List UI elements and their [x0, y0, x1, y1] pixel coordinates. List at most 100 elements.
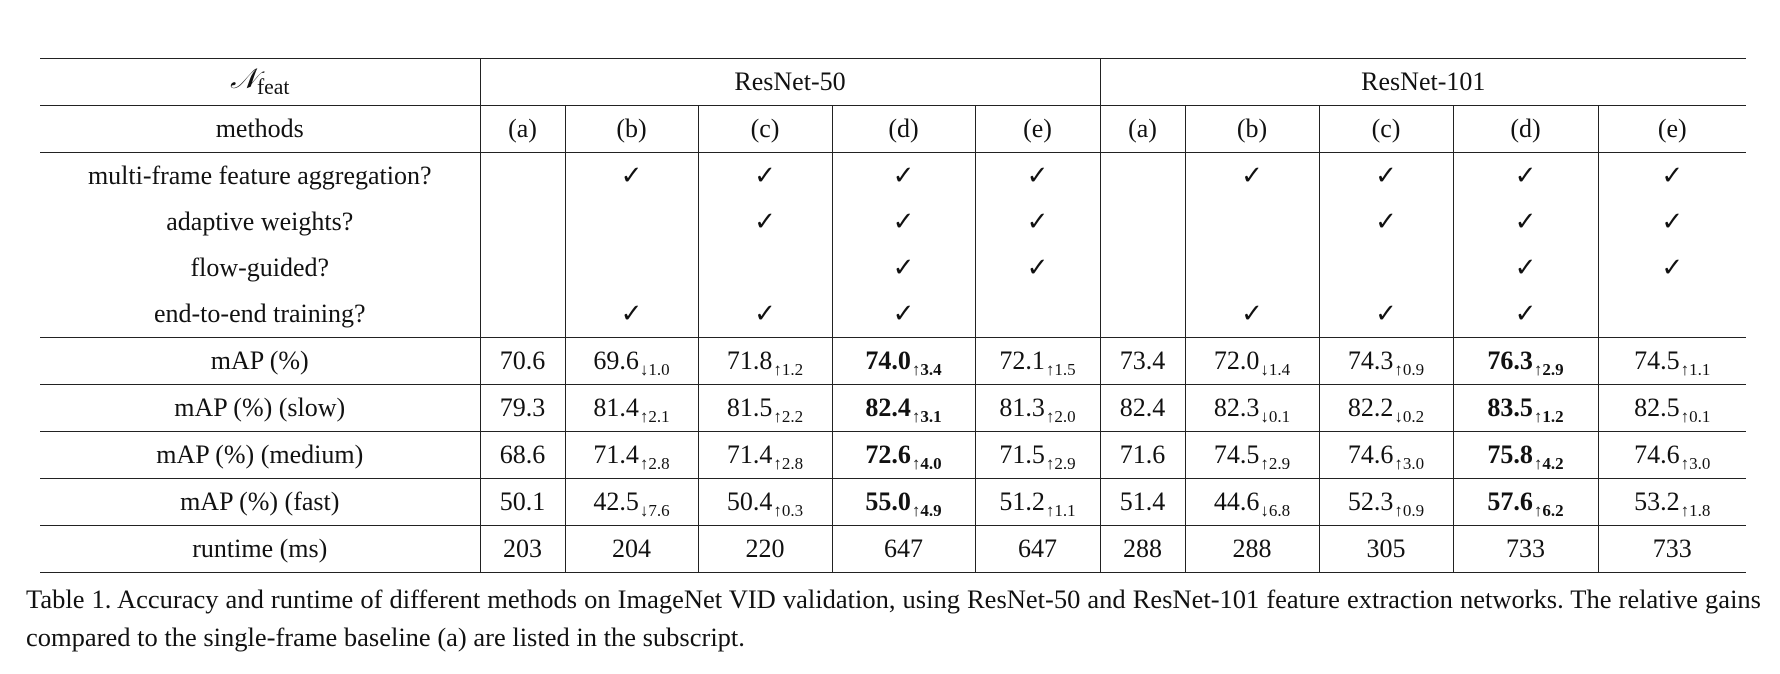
relative-gain-subscript: ↓1.4 [1260, 360, 1291, 379]
metric-value: 53.2 [1634, 487, 1680, 516]
metric-value: 81.4 [593, 393, 639, 422]
check-cell: ✓ [1184, 152, 1320, 199]
metric-value: 81.3 [999, 393, 1045, 422]
metric-cell: 647 [831, 525, 975, 573]
metric-cell: 81.5↑2.2 [697, 384, 832, 432]
check-cell: ✓ [974, 199, 1101, 245]
metric-value: 82.5 [1634, 393, 1680, 422]
metric-cell: 74.6↑3.0 [1597, 431, 1747, 479]
check-cell [1184, 245, 1320, 291]
results-table: 𝒩feat ResNet-50 ResNet-101 methods (a) (b… [40, 58, 1747, 573]
metric-value: 44.6 [1213, 487, 1260, 516]
metric-cell: 733 [1597, 525, 1747, 573]
checkmark-icon: ✓ [1375, 207, 1397, 237]
checkmark-icon: ✓ [754, 207, 776, 237]
metric-cell: 71.8↑1.2 [697, 337, 832, 385]
method-id-cell: (d) [1452, 105, 1599, 153]
relative-gain-subscript: ↑1.1 [1680, 360, 1711, 379]
metric-cell: 75.8↑4.2 [1452, 431, 1599, 479]
metric-value: 203 [503, 534, 542, 563]
check-cell [1099, 152, 1186, 199]
check-cell: ✓ [564, 291, 698, 338]
metric-value: 74.5 [1213, 440, 1260, 469]
metric-cell: 204 [564, 525, 698, 573]
metric-cell: 71.4↑2.8 [564, 431, 698, 479]
checkmark-icon: ✓ [1026, 253, 1049, 283]
metric-value: 647 [884, 534, 923, 563]
metric-value: 51.4 [1119, 487, 1166, 516]
metric-value: 74.6 [1347, 440, 1394, 469]
relative-gain-subscript: ↑3.4 [911, 360, 942, 379]
check-cell: ✓ [1597, 152, 1747, 199]
metric-cell: 288 [1184, 525, 1320, 573]
metric-cell: 82.4 [1099, 384, 1186, 432]
check-cell [1318, 245, 1454, 291]
metric-row-label: runtime (ms) [40, 525, 480, 573]
metric-value: 71.6 [1119, 440, 1166, 469]
metric-value: 72.0 [1213, 346, 1260, 375]
check-cell: ✓ [1452, 199, 1599, 245]
method-id-cell: (a) [479, 105, 565, 153]
checkmark-icon: ✓ [892, 161, 915, 191]
metric-value: 82.4 [865, 393, 911, 422]
relative-gain-subscript: ↑0.9 [1394, 501, 1425, 520]
checkmark-icon: ✓ [1514, 161, 1537, 191]
metric-value: 70.6 [499, 346, 546, 375]
metric-row-label: mAP (%) [40, 337, 480, 385]
check-cell [1597, 291, 1747, 338]
check-cell [479, 199, 565, 245]
check-row: adaptive weights? ✓ ✓ ✓ ✓ ✓ ✓ [40, 199, 1747, 245]
metric-cell: 72.1↑1.5 [974, 337, 1101, 385]
metric-cell: 81.4↑2.1 [564, 384, 698, 432]
check-cell [564, 199, 698, 245]
metric-cell: 72.0↓1.4 [1184, 337, 1320, 385]
check-cell [479, 291, 565, 338]
relative-gain-subscript: ↑3.0 [1394, 454, 1425, 473]
metric-cell: 288 [1099, 525, 1186, 573]
relative-gain-subscript: ↑0.9 [1394, 360, 1425, 379]
metric-row-label: mAP (%) (fast) [40, 478, 480, 526]
metric-value: 68.6 [499, 440, 546, 469]
checkmark-icon: ✓ [1375, 299, 1397, 329]
metric-cell: 82.2↓0.2 [1318, 384, 1454, 432]
check-cell [479, 245, 565, 291]
relative-gain-subscript: ↑4.2 [1533, 454, 1564, 473]
metric-cell: 733 [1452, 525, 1599, 573]
method-id-cell: (d) [831, 105, 975, 153]
metric-cell: 74.0↑3.4 [831, 337, 975, 385]
checkmark-icon: ✓ [754, 299, 776, 329]
method-id-cell: (b) [564, 105, 698, 153]
checkmark-icon: ✓ [1026, 207, 1049, 237]
metric-value: 647 [1018, 534, 1057, 563]
metric-value: 305 [1366, 534, 1406, 563]
metric-cell: 82.5↑0.1 [1597, 384, 1747, 432]
checkmark-icon: ✓ [1514, 299, 1537, 329]
relative-gain-subscript: ↑1.5 [1045, 360, 1076, 379]
check-row-label: flow-guided? [190, 253, 330, 282]
checkmark-icon: ✓ [1241, 299, 1263, 329]
metric-value: 55.0 [865, 487, 911, 516]
check-cell [479, 152, 565, 199]
method-id-cell: (a) [1099, 105, 1186, 153]
metric-cell: 647 [974, 525, 1101, 573]
relative-gain-subscript: ↑2.8 [639, 454, 670, 473]
metric-cell: 220 [697, 525, 832, 573]
metric-cell: 53.2↑1.8 [1597, 478, 1747, 526]
check-cell [564, 245, 698, 291]
metric-cell: 74.5↑2.9 [1184, 431, 1320, 479]
check-cell: ✓ [831, 152, 975, 199]
metric-cell: 83.5↑1.2 [1452, 384, 1599, 432]
metric-cell: 72.6↑4.0 [831, 431, 975, 479]
metric-value: 83.5 [1487, 393, 1533, 422]
corner-label: 𝒩feat [40, 58, 480, 106]
relative-gain-subscript: ↑4.9 [911, 501, 942, 520]
method-id-cell: (c) [1318, 105, 1454, 153]
check-cell: ✓ [1318, 199, 1454, 245]
method-id-cell: (b) [1184, 105, 1320, 153]
metric-cell: 74.6↑3.0 [1318, 431, 1454, 479]
relative-gain-subscript: ↓0.1 [1260, 407, 1291, 426]
metric-cell: 51.4 [1099, 478, 1186, 526]
metric-value: 74.5 [1634, 346, 1680, 375]
metric-value: 51.2 [999, 487, 1045, 516]
metric-value: 82.2 [1347, 393, 1394, 422]
